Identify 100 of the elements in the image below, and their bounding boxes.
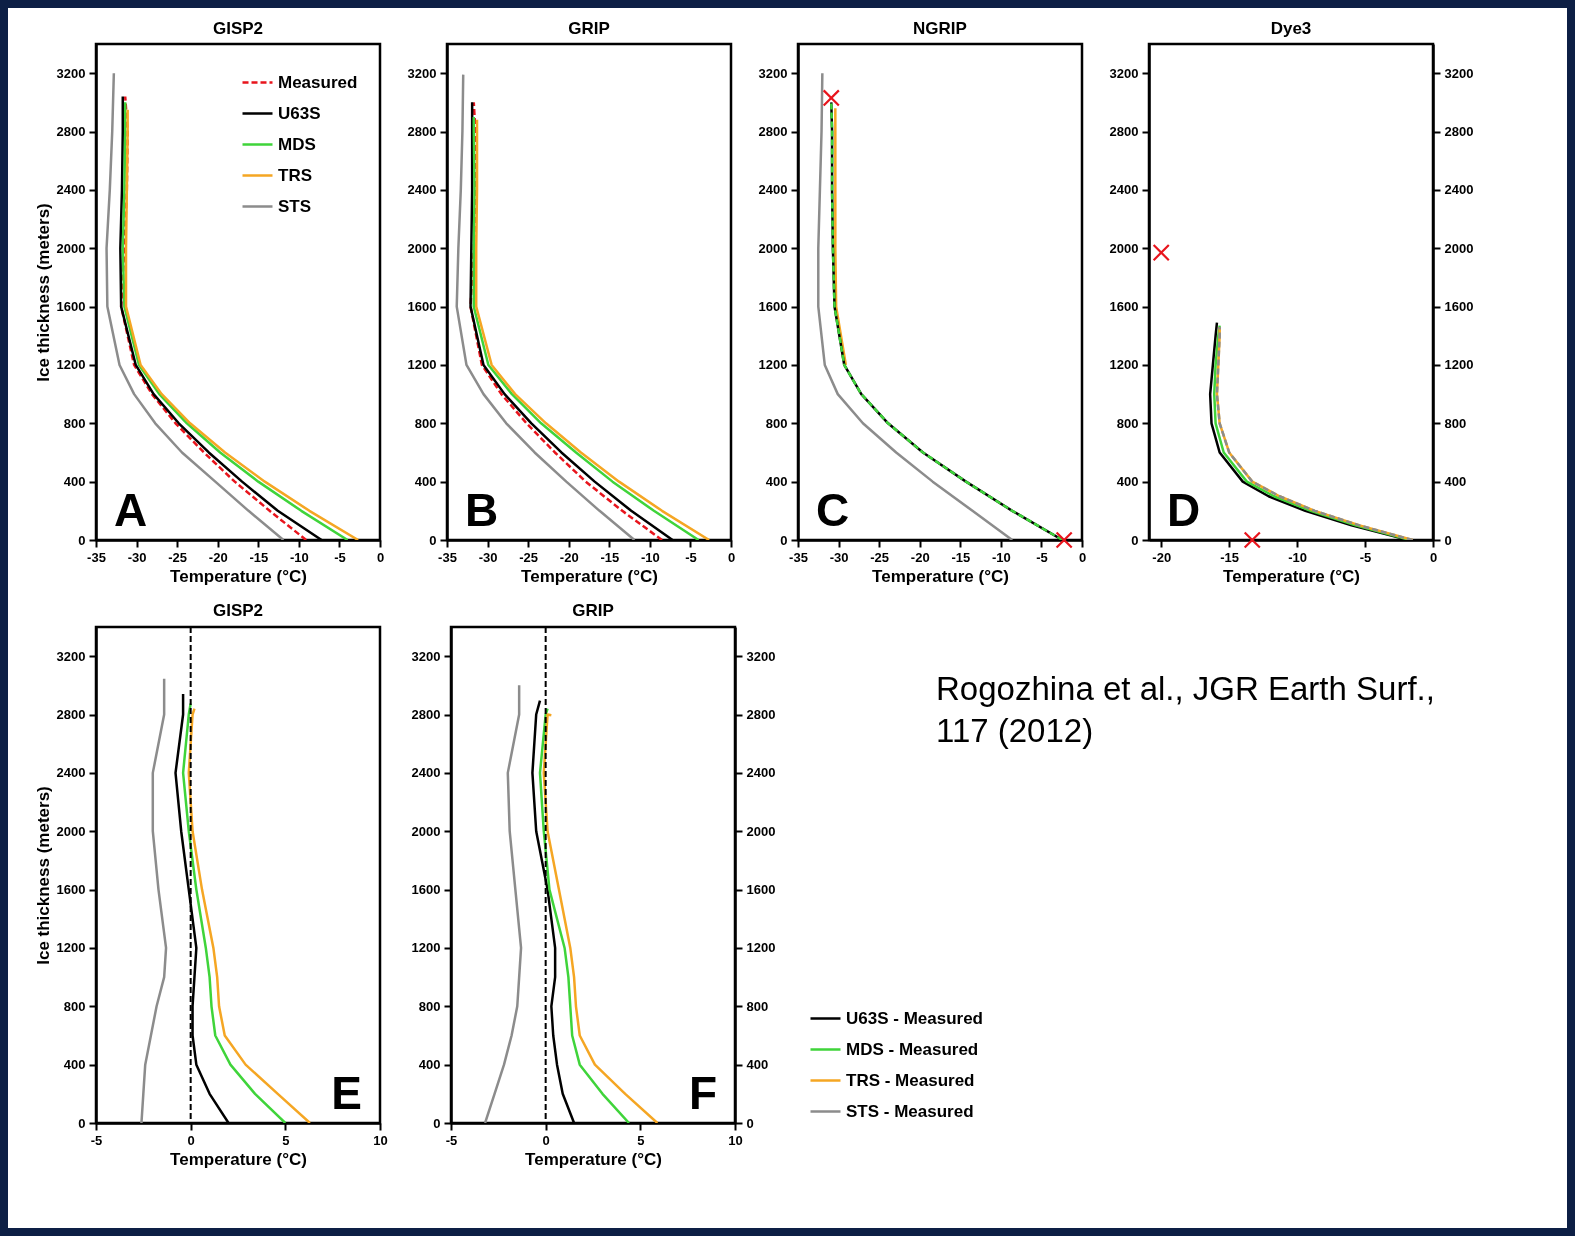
y-tick-label: 400 [63,474,86,490]
y-tick-label: 2400 [1109,182,1139,198]
y-tick-label: 1600 [407,299,437,315]
y-tick-label: 2400 [411,765,441,781]
x-tick-label: -5 [445,1132,458,1148]
y-tick-label: 3200 [56,648,86,664]
x-axis-title: Temperature (°C) [525,1149,662,1169]
x-tick-label: -15 [951,549,971,565]
chart-title: GISP2 [212,19,264,38]
y-tick-label: 2000 [1109,240,1139,256]
x-tick-label: -25 [870,549,890,565]
x-tick-label: -15 [1220,549,1240,565]
y-tick-label: 3200 [56,65,86,81]
y-tick-label: 800 [418,998,441,1014]
y-tick-label: 1600 [411,882,441,898]
x-tick-label: -10 [1288,549,1308,565]
legend-label: TRS [278,165,312,185]
y-tick-label: 2800 [56,707,86,723]
y2-tick-label: 2000 [746,823,776,839]
chart-title: Dye3 [1270,19,1312,38]
y-tick-label: 2400 [56,182,86,198]
y2-tick-label: 2800 [746,707,776,723]
y-tick-label: 1200 [407,357,437,373]
x-tick-label: -5 [90,1132,103,1148]
x-tick-label: -25 [168,549,188,565]
y2-tick-label: 400 [1444,474,1467,490]
y-tick-label: 800 [63,998,86,1014]
x-tick-label: 0 [376,549,385,565]
x-tick-label: 10 [373,1132,388,1148]
x-tick-label: -5 [1036,549,1048,565]
y-tick-label: 400 [63,1057,86,1073]
legend-label: STS - Measured [846,1101,974,1121]
x-tick-label: -5 [334,549,346,565]
chart-title: GRIP [568,19,610,38]
x-tick-label: 0 [1078,549,1087,565]
y-axis-title: Ice thickness (meters) [33,786,53,965]
x-tick-label: -35 [789,549,808,565]
y-tick-label: 2000 [411,823,441,839]
x-axis-title: Temperature (°C) [872,566,1009,586]
y-tick-label: 400 [414,474,437,490]
legend-label: U63S - Measured [846,1008,983,1028]
annotation: F [688,1067,717,1119]
y-tick-label: 3200 [411,648,441,664]
y-tick-label: 2800 [407,124,437,140]
y2-tick-label: 2000 [1444,240,1474,256]
x-tick-label: 0 [542,1132,550,1148]
y-tick-label: 0 [433,1115,441,1131]
annotation: B [465,484,499,536]
y-tick-label: 0 [78,1115,86,1131]
y-tick-label: 2000 [56,240,86,256]
chart-title: GRIP [572,601,614,620]
annotation: D [1167,484,1201,536]
y-axis-title: Ice thickness (meters) [33,203,53,382]
y-tick-label: 0 [1131,532,1139,548]
x-tick-label: -20 [1152,549,1172,565]
y-tick-label: 2800 [1109,124,1139,140]
x-tick-label: -10 [991,549,1011,565]
x-tick-label: -30 [478,549,498,565]
y-tick-label: 400 [1116,474,1139,490]
x-tick-label: -25 [519,549,539,565]
legend-label: STS [278,196,312,216]
y-tick-label: 0 [429,532,437,548]
y2-tick-label: 2800 [1444,124,1474,140]
x-tick-label: -5 [685,549,697,565]
y-tick-label: 3200 [407,65,437,81]
y-tick-label: 400 [765,474,788,490]
legend-label: MDS [278,134,316,154]
annotation: A [114,484,148,536]
legend-label: Measured [278,72,358,92]
x-tick-label: -20 [559,549,579,565]
y-tick-label: 2400 [407,182,437,198]
y-tick-label: 1200 [56,940,86,956]
x-tick-label: -15 [249,549,269,565]
x-axis-title: Temperature (°C) [521,566,658,586]
y-tick-label: 3200 [758,65,788,81]
y-tick-label: 1600 [1109,299,1139,315]
y-tick-label: 400 [418,1057,441,1073]
y-tick-label: 2000 [407,240,437,256]
y-tick-label: 1200 [1109,357,1139,373]
y-tick-label: 800 [1116,415,1139,431]
y-tick-label: 1600 [758,299,788,315]
y-tick-label: 2800 [56,124,86,140]
y2-tick-label: 0 [1444,532,1452,548]
y2-tick-label: 800 [1444,415,1467,431]
y-tick-label: 2400 [56,765,86,781]
chart-title: NGRIP [913,19,967,38]
annotation: C [816,484,850,536]
x-tick-label: -30 [127,549,147,565]
x-tick-label: -35 [438,549,457,565]
y2-tick-label: 1200 [746,940,776,956]
x-tick-label: 10 [728,1132,743,1148]
x-tick-label: 5 [282,1132,290,1148]
legend-label: TRS - Measured [846,1070,975,1090]
legend-label: U63S [278,103,321,123]
x-tick-label: -20 [208,549,228,565]
y2-tick-label: 800 [746,998,769,1014]
x-tick-label: 0 [187,1132,195,1148]
y2-tick-label: 3200 [746,648,776,664]
y2-tick-label: 3200 [1444,65,1474,81]
annotation: E [331,1067,362,1119]
